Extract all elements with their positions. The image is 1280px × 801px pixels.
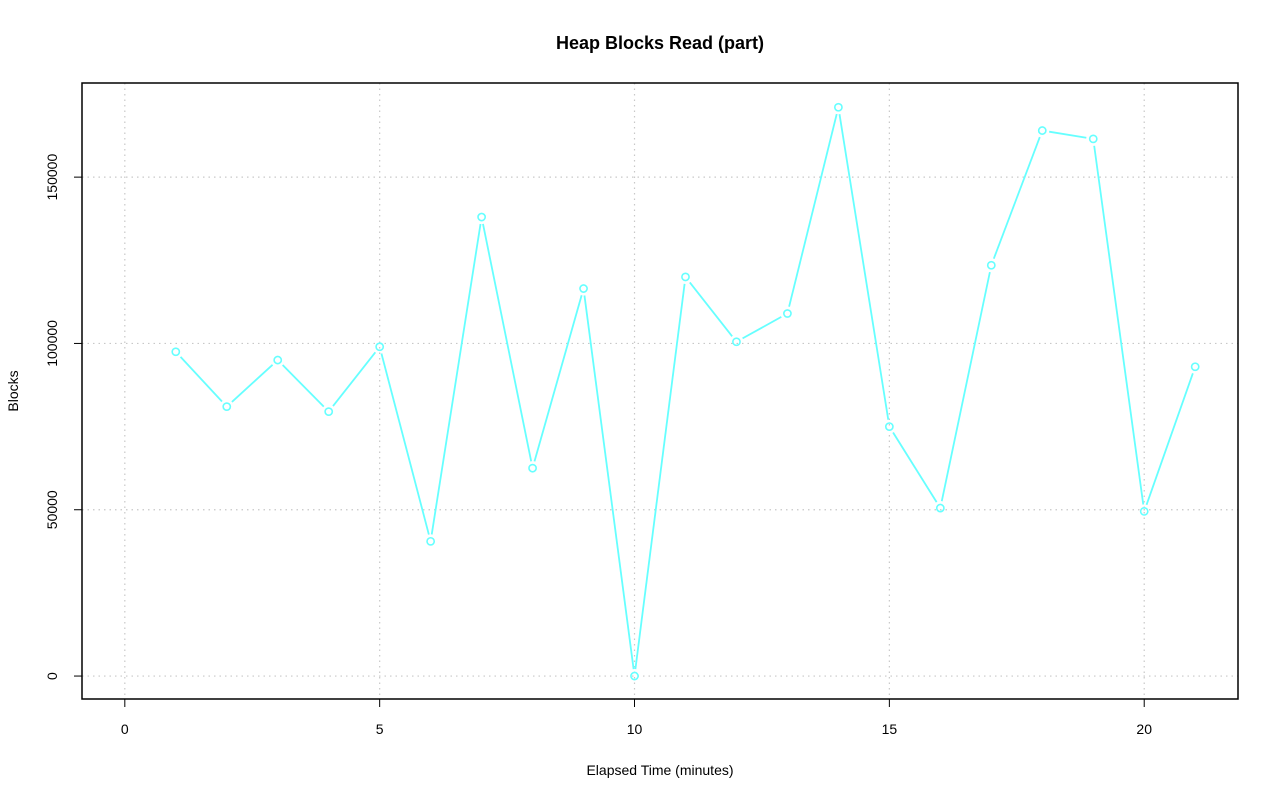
series-line-segment [282,364,325,408]
data-point [171,347,181,357]
data-point [884,422,894,431]
data-point [1139,507,1149,516]
y-tick-label: 100000 [44,320,60,367]
data-point [1190,362,1200,372]
chart-title: Heap Blocks Read (part) [556,33,764,53]
data-point [935,503,945,513]
series-line-segment [533,295,583,462]
series-line-segment [940,271,991,502]
data-point [528,463,537,473]
series-line-segment [1145,373,1194,506]
series-line-segment [689,281,733,337]
series-line-segment [788,113,838,307]
data-point [579,284,588,293]
series-line-segment [892,432,938,503]
data-point [1037,126,1047,135]
data-point [477,212,487,222]
y-axis-title: Blocks [5,370,21,411]
x-tick-label: 15 [882,721,898,737]
data-point [833,102,843,112]
series-line-segment [583,295,635,670]
x-axis-title: Elapsed Time (minutes) [586,762,733,778]
data-point [783,309,792,318]
series-layer [171,102,1200,681]
series-line-segment [380,353,430,535]
data-point [681,272,690,282]
y-axis: 0 50000 100000 150000 [44,154,82,680]
data-point [222,402,232,412]
series-line-segment [482,223,533,462]
series-line-segment [1093,145,1145,505]
grid [82,83,1238,699]
series-line-segment [838,114,890,420]
data-point [732,337,741,347]
series-line-segment [1049,130,1087,139]
x-tick-label: 20 [1136,721,1152,737]
data-point [273,355,283,365]
series-line-segment [430,223,482,535]
data-point [1088,134,1098,144]
data-point [630,671,639,681]
y-tick-label: 0 [44,672,60,680]
x-axis: 0 5 10 15 20 [121,699,1152,737]
x-tick-label: 0 [121,721,129,737]
data-point [986,260,996,270]
data-point [324,407,334,417]
y-tick-label: 150000 [44,154,60,201]
y-tick-label: 50000 [44,490,60,529]
series-line-segment [992,136,1041,260]
x-tick-label: 10 [627,721,643,737]
series-line-segment [332,351,377,407]
data-point [375,342,385,352]
series-line-segment [179,356,223,403]
x-tick-label: 5 [376,721,384,737]
plot-frame [81,82,1239,700]
series-line-segment [634,283,686,670]
data-point [426,536,436,546]
series-line-segment [742,316,782,340]
series-line-segment [231,364,274,403]
